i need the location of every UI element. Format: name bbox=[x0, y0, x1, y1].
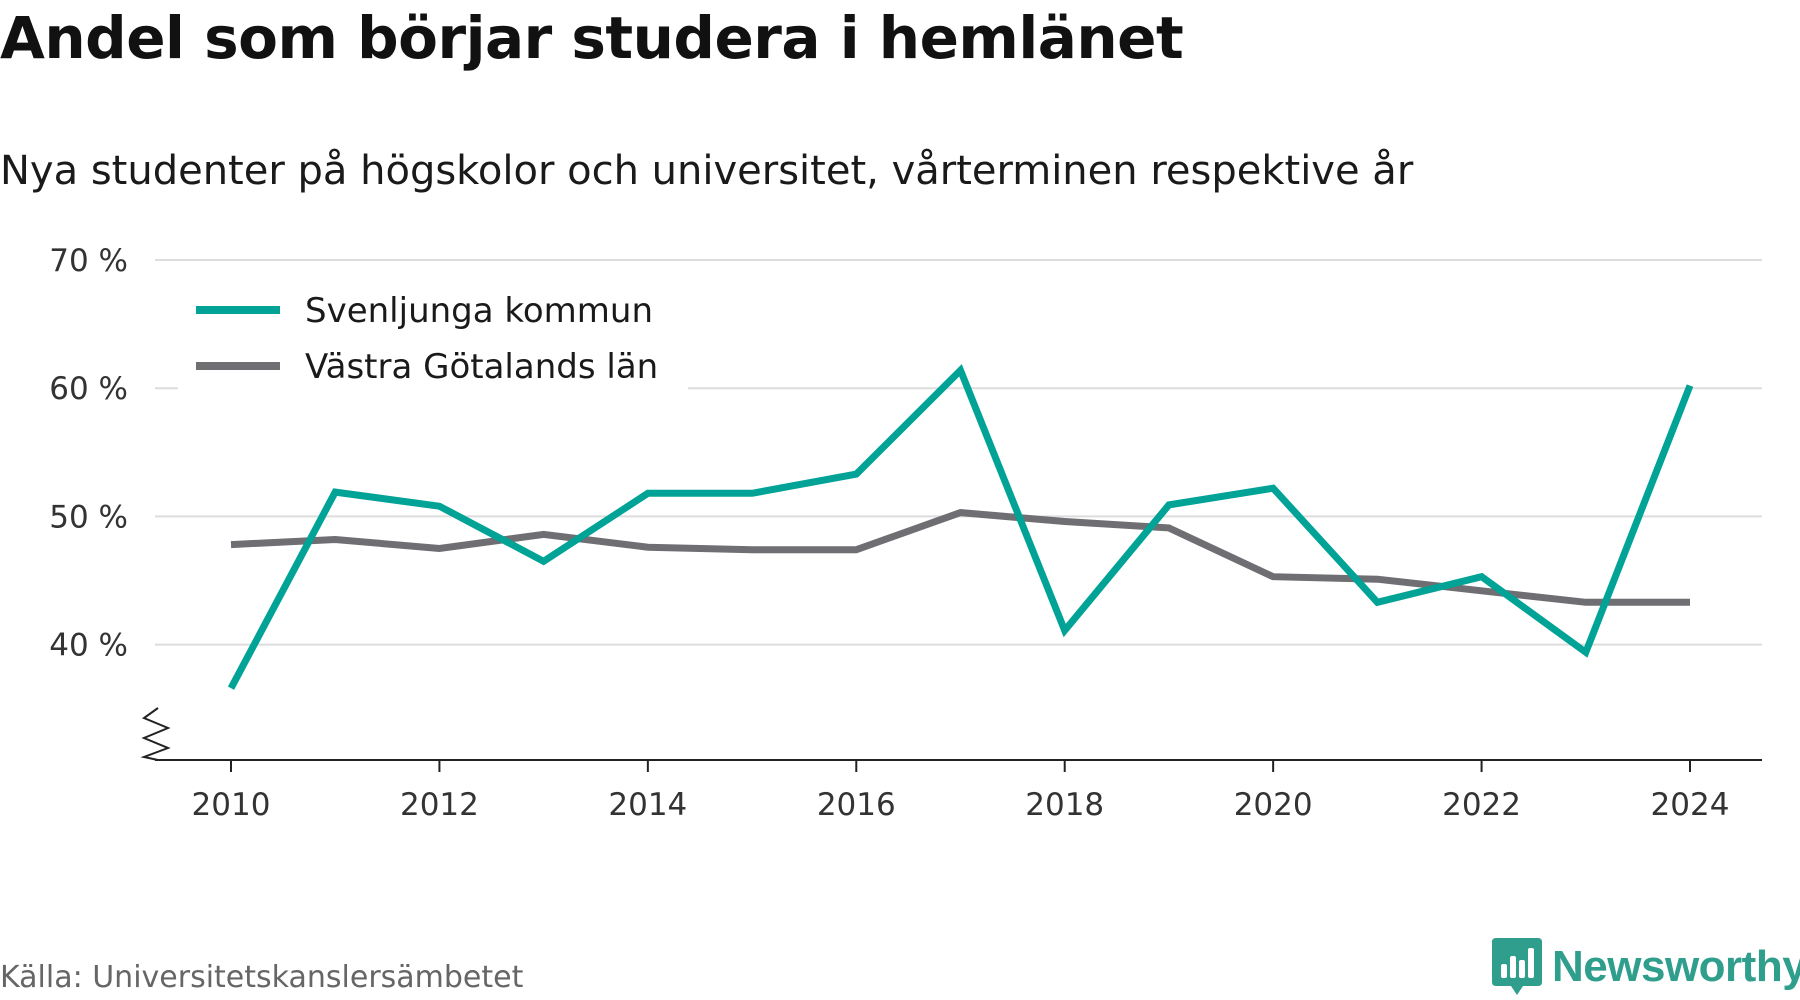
y-tick-label: 60 % bbox=[49, 371, 128, 407]
y-tick-label: 50 % bbox=[49, 499, 128, 535]
legend-label-0: Svenljunga kommun bbox=[305, 291, 653, 331]
series-line-1 bbox=[230, 509, 1690, 606]
legend: Svenljunga kommun Västra Götalands län bbox=[178, 278, 688, 390]
y-tick-label: 70 % bbox=[49, 243, 128, 279]
x-tick-label: 2012 bbox=[400, 787, 479, 823]
series-line-0 bbox=[227, 364, 1694, 690]
newsworthy-brand[interactable]: Newsworthy bbox=[1492, 938, 1800, 996]
y-tick-label: 40 % bbox=[49, 628, 128, 664]
series-lines bbox=[227, 364, 1694, 690]
x-axis: 2010 2012 2014 2016 2018 2020 2022 2024 bbox=[140, 707, 1762, 823]
y-axis-ticks: 40 % 50 % 60 % 70 % bbox=[49, 243, 128, 664]
legend-label-1: Västra Götalands län bbox=[305, 347, 658, 387]
x-tick-label: 2018 bbox=[1025, 787, 1104, 823]
x-tick-label: 2014 bbox=[608, 787, 687, 823]
chart-subtitle: Nya studenter på högskolor och universit… bbox=[0, 148, 1414, 194]
legend-background bbox=[178, 278, 688, 390]
x-tick-label: 2016 bbox=[817, 787, 896, 823]
brand-name: Newsworthy bbox=[1552, 942, 1800, 991]
x-tick-label: 2020 bbox=[1234, 787, 1313, 823]
x-tick-label: 2010 bbox=[192, 787, 271, 823]
x-tick-label: 2024 bbox=[1651, 787, 1730, 823]
chart-title: Andel som börjar studera i hemlänet bbox=[0, 4, 1184, 72]
x-tick-label: 2022 bbox=[1442, 787, 1521, 823]
source-note: Källa: Universitetskanslersämbetet bbox=[0, 960, 524, 995]
gridlines bbox=[155, 259, 1762, 646]
bar-chart-speech-bubble-icon bbox=[1492, 938, 1542, 995]
zigzag-axis-break-icon bbox=[140, 707, 171, 761]
